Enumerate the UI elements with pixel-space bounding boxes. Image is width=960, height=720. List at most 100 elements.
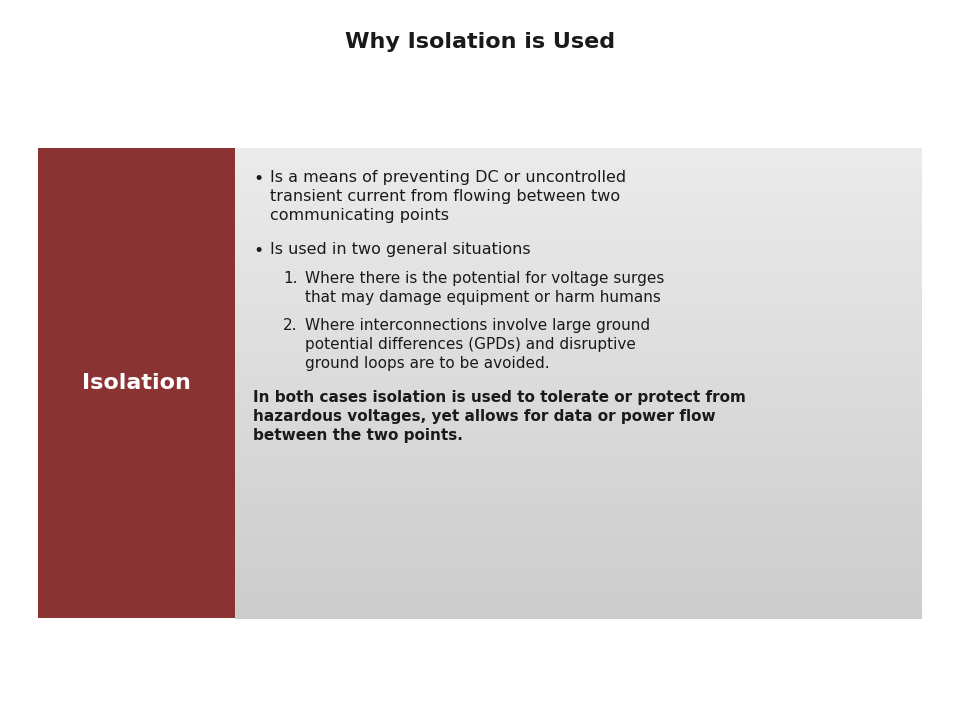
Bar xyxy=(235,329,922,332)
Bar xyxy=(235,204,922,207)
Bar xyxy=(235,480,922,482)
Bar xyxy=(235,571,922,574)
Text: ground loops are to be avoided.: ground loops are to be avoided. xyxy=(305,356,550,372)
Bar xyxy=(235,541,922,544)
Bar xyxy=(235,305,922,308)
Bar xyxy=(235,528,922,531)
Bar xyxy=(235,404,922,407)
Bar xyxy=(235,559,922,562)
Bar xyxy=(235,601,922,604)
Bar xyxy=(235,608,922,611)
Bar xyxy=(235,381,922,384)
Bar xyxy=(38,148,235,618)
Bar xyxy=(235,390,922,393)
Bar xyxy=(235,534,922,536)
Bar xyxy=(235,611,922,613)
Bar xyxy=(235,522,922,524)
Bar xyxy=(235,301,922,304)
Bar xyxy=(235,223,922,226)
Bar xyxy=(235,378,922,381)
Bar xyxy=(235,430,922,433)
Bar xyxy=(235,233,922,235)
Bar xyxy=(235,346,922,348)
Bar xyxy=(235,169,922,172)
Bar xyxy=(235,439,922,442)
Bar xyxy=(235,413,922,416)
Text: that may damage equipment or harm humans: that may damage equipment or harm humans xyxy=(305,289,660,305)
Bar xyxy=(235,176,922,179)
Bar xyxy=(235,500,922,503)
Bar xyxy=(235,310,922,313)
Bar xyxy=(235,275,922,278)
Bar xyxy=(235,547,922,550)
Bar xyxy=(235,387,922,390)
Bar xyxy=(235,268,922,271)
Text: •: • xyxy=(253,242,263,260)
Bar xyxy=(235,517,922,520)
Bar xyxy=(235,333,922,336)
Bar xyxy=(235,454,922,456)
Bar xyxy=(235,162,922,165)
Bar xyxy=(235,188,922,191)
Bar xyxy=(235,435,922,438)
Bar xyxy=(235,392,922,395)
Bar xyxy=(235,207,922,210)
Bar xyxy=(235,273,922,276)
Bar xyxy=(235,153,922,156)
Bar xyxy=(235,353,922,355)
Bar xyxy=(235,588,922,590)
Bar xyxy=(235,519,922,522)
Bar xyxy=(235,160,922,163)
Text: Where there is the potential for voltage surges: Where there is the potential for voltage… xyxy=(305,271,664,286)
Bar xyxy=(235,244,922,247)
Bar xyxy=(235,496,922,499)
Bar xyxy=(235,355,922,358)
Bar xyxy=(235,564,922,567)
Bar xyxy=(235,348,922,351)
Bar xyxy=(235,298,922,301)
Bar xyxy=(235,327,922,330)
Bar xyxy=(235,263,922,266)
Bar xyxy=(235,249,922,252)
Bar xyxy=(235,409,922,412)
Bar xyxy=(235,416,922,419)
Bar xyxy=(235,428,922,431)
Bar xyxy=(235,524,922,527)
Bar xyxy=(235,557,922,559)
Bar xyxy=(235,184,922,186)
Bar xyxy=(235,385,922,388)
Text: 2.: 2. xyxy=(283,318,298,333)
Bar xyxy=(235,597,922,600)
Bar xyxy=(235,444,922,447)
Bar xyxy=(235,235,922,238)
Bar xyxy=(235,294,922,297)
Bar xyxy=(235,498,922,501)
Bar xyxy=(235,458,922,461)
Bar xyxy=(235,197,922,200)
Bar xyxy=(235,426,922,428)
Text: Where interconnections involve large ground: Where interconnections involve large gro… xyxy=(305,318,650,333)
Bar xyxy=(235,576,922,579)
Bar xyxy=(235,595,922,598)
Bar xyxy=(235,489,922,492)
Bar xyxy=(235,242,922,245)
Text: Is a means of preventing DC or uncontrolled: Is a means of preventing DC or uncontrol… xyxy=(270,170,626,185)
Bar xyxy=(235,491,922,494)
Bar xyxy=(235,474,922,477)
Bar xyxy=(235,214,922,217)
Bar xyxy=(235,247,922,250)
Bar xyxy=(235,193,922,196)
Text: In both cases isolation is used to tolerate or protect from: In both cases isolation is used to toler… xyxy=(253,390,746,405)
Bar xyxy=(235,616,922,618)
Bar xyxy=(235,550,922,553)
Bar xyxy=(235,512,922,515)
Text: communicating points: communicating points xyxy=(270,208,449,223)
Bar xyxy=(235,573,922,576)
Bar xyxy=(235,158,922,161)
Bar xyxy=(235,397,922,400)
Bar xyxy=(235,199,922,202)
Text: Why Isolation is Used: Why Isolation is Used xyxy=(345,32,615,52)
Bar xyxy=(235,179,922,181)
Bar xyxy=(235,324,922,327)
Bar xyxy=(235,461,922,464)
